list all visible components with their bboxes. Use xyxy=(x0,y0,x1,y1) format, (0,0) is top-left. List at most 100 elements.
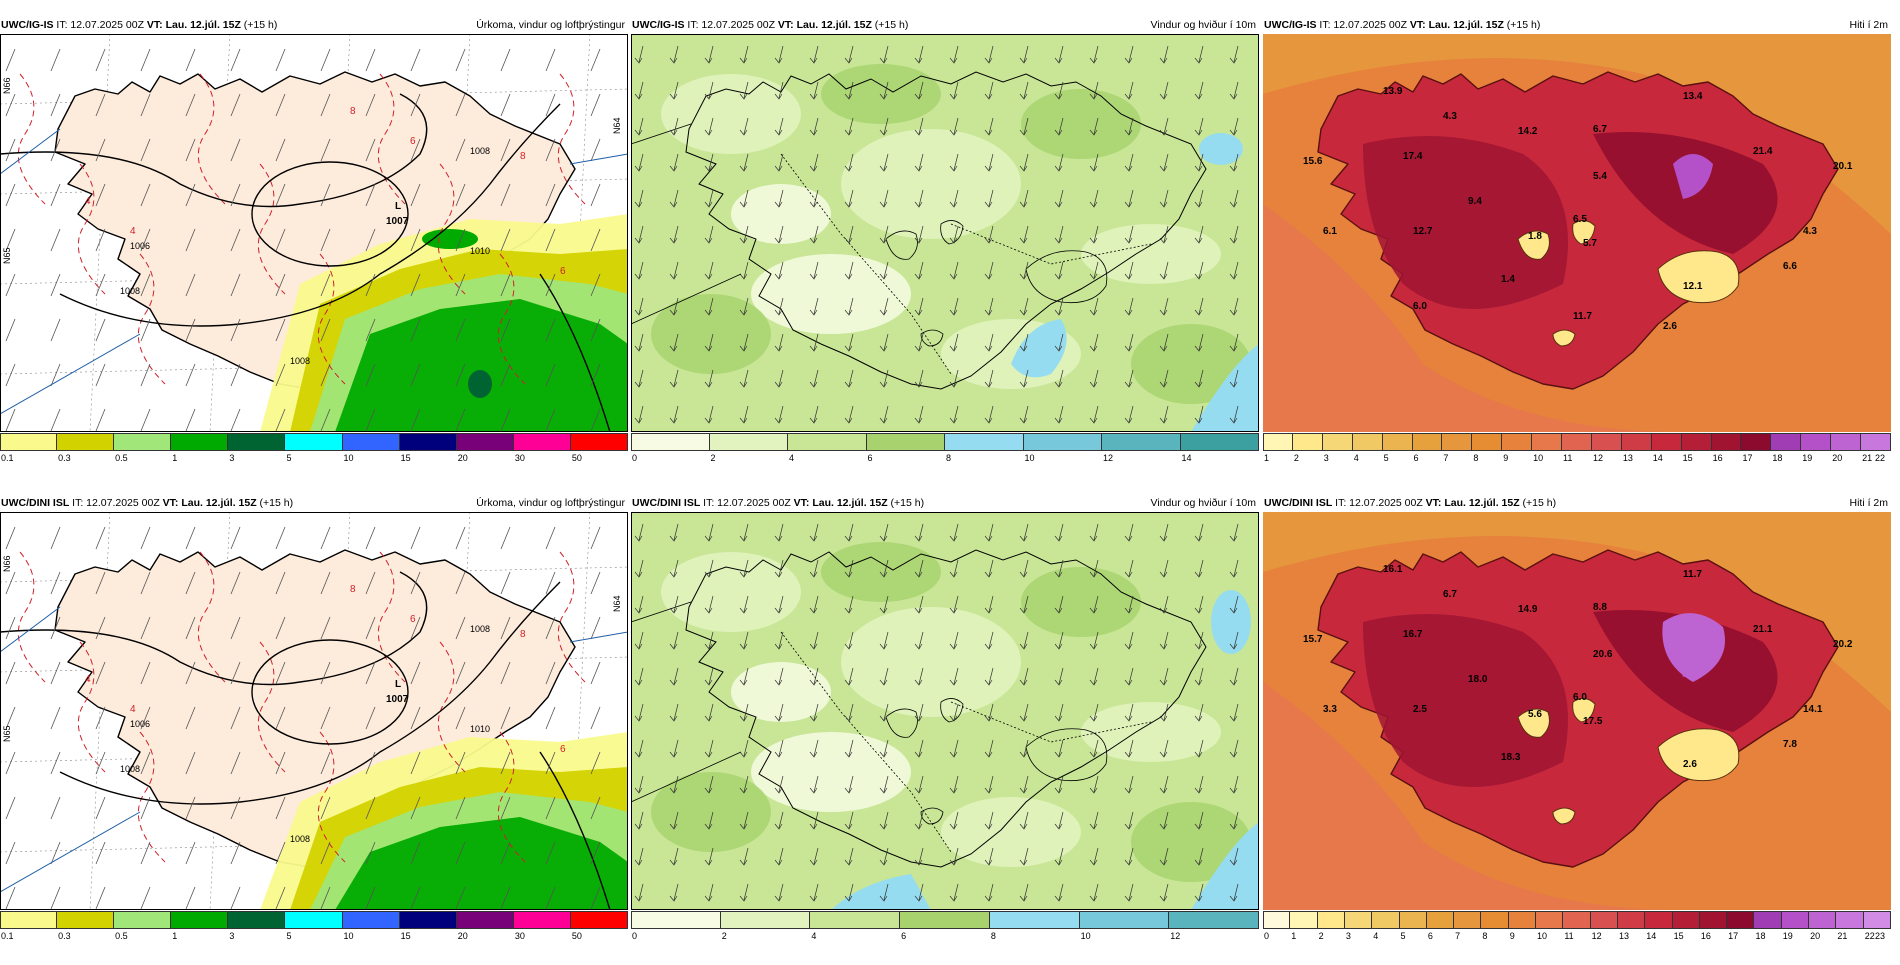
colorbar-tick: 6 xyxy=(867,453,873,463)
wind-arrow xyxy=(778,775,784,793)
wind-barb xyxy=(5,886,16,910)
wind-barb xyxy=(365,138,376,162)
colorbar-swatch xyxy=(1263,911,1291,929)
wind-arrowhead xyxy=(879,823,888,830)
wind-arrowhead xyxy=(1019,417,1028,424)
wind-arrow xyxy=(673,153,679,171)
wind-arrowhead xyxy=(1089,237,1098,244)
temp-point-label: 21.4 xyxy=(1753,146,1773,157)
colorbar-swatch xyxy=(1317,911,1345,929)
wind-barb xyxy=(320,571,331,595)
wind-arrow xyxy=(883,189,889,207)
wind-arrowhead xyxy=(1019,571,1028,578)
wind-arrow xyxy=(1163,405,1169,423)
isobar xyxy=(0,93,428,208)
wind-barb xyxy=(320,183,331,207)
colorbar-tick: 15 xyxy=(400,453,411,463)
wind-arrowhead xyxy=(1124,643,1133,650)
isobar-label: 1006 xyxy=(130,241,150,251)
wind-barb xyxy=(140,526,151,550)
wind-arrow xyxy=(1233,523,1239,541)
graticule-line xyxy=(569,34,591,432)
wind-barb xyxy=(590,93,601,117)
colorbar-tick: 3 xyxy=(1345,931,1351,941)
colorbar-tick: 6 xyxy=(901,931,907,941)
wind-arrow xyxy=(813,775,819,793)
wind-arrow xyxy=(883,811,889,829)
init-time: IT: 12.07.2025 00Z xyxy=(687,19,775,31)
temp-point-label: 4.3 xyxy=(1443,111,1457,122)
wind-arrowhead xyxy=(949,381,958,388)
wind-arrow xyxy=(673,81,679,99)
wind-barb xyxy=(275,796,286,820)
wind-arrowhead xyxy=(704,859,713,866)
valid-time: Lau. 12.júl. 15Z xyxy=(812,497,888,509)
domain-line xyxy=(569,631,628,643)
colorbar-tick: 12 xyxy=(1103,453,1114,463)
wind-arrow xyxy=(1233,153,1239,171)
wind-arrowhead xyxy=(844,715,853,722)
temp-point-label: 1.4 xyxy=(1501,274,1515,285)
wind-arrow xyxy=(1023,117,1029,135)
valid-prefix: VT: xyxy=(162,497,179,509)
wind-arrow xyxy=(1093,559,1099,577)
wind-arrow xyxy=(953,153,959,171)
wind-arrow xyxy=(1093,703,1099,721)
wind-arrowhead xyxy=(984,129,993,136)
wind-barb xyxy=(545,661,556,685)
domain-line xyxy=(0,128,61,175)
wind-arrowhead xyxy=(634,895,643,902)
wind-arrow xyxy=(708,739,714,757)
colorbar-tick: 17 xyxy=(1742,453,1753,463)
wind-arrow xyxy=(1128,847,1134,865)
wind-arrowhead xyxy=(1089,715,1098,722)
colorbar-swatch xyxy=(1617,911,1646,929)
wind-arrowhead xyxy=(774,57,783,64)
wind-arrowhead xyxy=(634,273,643,280)
wind-barb xyxy=(410,841,421,865)
panel-title: Úrkoma, vindur og loftþrýstingur xyxy=(476,497,625,509)
colorbar-tick: 10 xyxy=(1024,453,1035,463)
wind-speed-area xyxy=(821,64,941,124)
wind-arrowhead xyxy=(1229,417,1238,424)
wind-arrowhead xyxy=(879,417,888,424)
wind-arrow xyxy=(1023,81,1029,99)
colorbar-swatch xyxy=(1741,433,1772,451)
colorbar-swatch xyxy=(1831,433,1862,451)
wind-arrow xyxy=(953,333,959,351)
wind-arrowhead xyxy=(1019,345,1028,352)
model-name: UWC/DINI ISL xyxy=(1,497,70,509)
wind-arrow xyxy=(1023,261,1029,279)
wind-barb xyxy=(185,706,196,730)
wind-arrowhead xyxy=(669,751,678,758)
wind-arrowhead xyxy=(704,129,713,136)
wind-arrowhead xyxy=(669,381,678,388)
wind-arrowhead xyxy=(704,643,713,650)
model-name: UWC/IG-IS xyxy=(1,19,54,31)
panel-header: UWC/IG-IS IT: 12.07.2025 00Z VT: Lau. 12… xyxy=(631,17,1259,33)
wind-arrowhead xyxy=(704,201,713,208)
wind-arrow xyxy=(638,117,644,135)
wind-arrow xyxy=(988,559,994,577)
glacier-outline xyxy=(920,329,944,347)
wind-arrowhead xyxy=(1229,381,1238,388)
wind-arrow xyxy=(883,667,889,685)
colorbar-swatch xyxy=(1563,911,1591,929)
wind-barb xyxy=(500,48,511,72)
temp-contour xyxy=(317,253,346,385)
wind-arrow xyxy=(673,333,679,351)
temp-contour-label: 4 xyxy=(130,226,136,237)
wind-arrow xyxy=(743,333,749,351)
wind-barb xyxy=(365,48,376,72)
domain-line xyxy=(0,606,61,653)
panel-header: UWC/DINI ISL IT: 12.07.2025 00Z VT: Lau.… xyxy=(631,495,1259,511)
wind-arrowhead xyxy=(1124,345,1133,352)
wind-arrowhead xyxy=(949,571,958,578)
wind-arrowhead xyxy=(949,165,958,172)
wind-arrow xyxy=(848,667,854,685)
wind-arrowhead xyxy=(809,165,818,172)
wind-barb xyxy=(95,571,106,595)
wind-arrowhead xyxy=(844,57,853,64)
wind-arrow xyxy=(1233,847,1239,865)
temp-contour xyxy=(17,73,46,205)
